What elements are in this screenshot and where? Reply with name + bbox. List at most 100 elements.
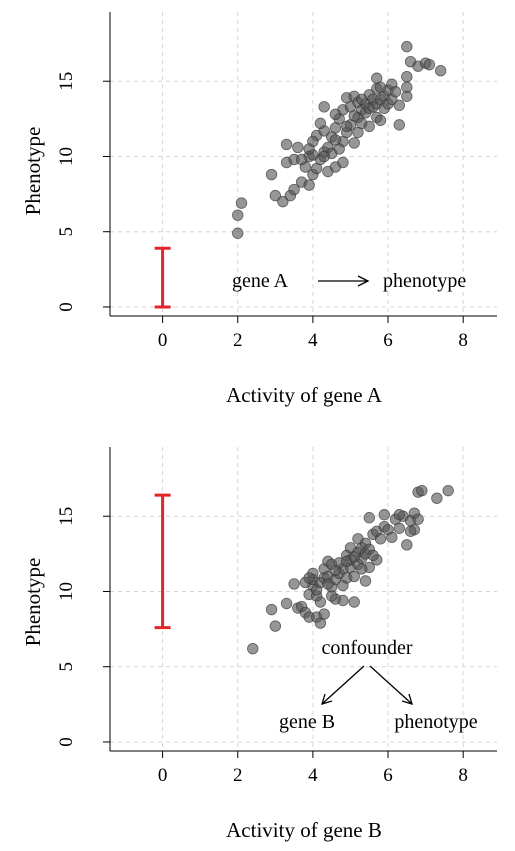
data-point	[393, 99, 406, 112]
data-point	[337, 156, 349, 169]
data-point	[389, 86, 402, 98]
error-bar	[154, 493, 171, 630]
data-point	[356, 563, 368, 575]
y-tick-label: 0	[56, 302, 77, 312]
y-tick-label: 0	[56, 737, 77, 747]
data-point	[393, 119, 406, 131]
axes: 0 2 4 6 8 0 5 10 15	[56, 447, 497, 786]
x-tick-label: 4	[308, 765, 318, 786]
data-point	[401, 71, 413, 83]
x-tick-label: 4	[308, 330, 318, 351]
axes: 0 2 4 6 8 0 5 10 15	[56, 12, 497, 351]
y-axis-label: Phenotype	[21, 558, 45, 647]
data-point	[318, 101, 330, 113]
error-bar	[154, 246, 171, 309]
data-point	[277, 195, 289, 208]
data-point	[303, 572, 315, 584]
data-point	[288, 183, 300, 196]
data-point	[303, 143, 315, 155]
data-point	[393, 509, 406, 521]
data-point	[367, 549, 379, 562]
data-point	[280, 597, 293, 610]
y-tick-label: 15	[56, 72, 77, 91]
data-point	[348, 596, 360, 608]
data-point	[288, 578, 300, 590]
panel-gene-b: 0 2 4 6 8 0 5 10 15 Phenotype Activity of gene B…	[21, 447, 497, 842]
data-point	[348, 570, 360, 583]
data-point	[442, 484, 454, 497]
data-point	[303, 179, 315, 191]
data-point	[423, 58, 436, 71]
data-point	[348, 551, 360, 563]
y-tick-label: 15	[56, 507, 77, 526]
data-point	[374, 81, 387, 93]
x-tick-label: 0	[158, 765, 168, 786]
annotation-cause: gene A	[232, 270, 289, 292]
panel-gene-a: 0 2 4 6 8 0 5 10 15 Phenotype Activity of gene A…	[21, 12, 497, 407]
x-tick-label: 2	[233, 765, 243, 786]
data-point	[412, 513, 424, 525]
data-point	[401, 81, 413, 93]
data-point	[232, 227, 244, 239]
data-point	[374, 114, 387, 127]
data-point	[348, 110, 360, 122]
annotation-phenotype: phenotype	[394, 711, 477, 733]
data-point	[295, 153, 308, 166]
data-point	[416, 484, 428, 497]
data-point	[314, 596, 327, 608]
data-point	[348, 137, 360, 149]
data-point	[232, 209, 244, 221]
data-point	[401, 40, 413, 53]
data-point	[269, 620, 282, 632]
data-point	[235, 197, 248, 209]
data-point	[247, 642, 259, 655]
x-tick-label: 2	[233, 330, 243, 351]
data-point	[318, 150, 330, 163]
annotation-arrow	[318, 275, 370, 287]
data-point	[269, 189, 282, 202]
data-point	[401, 539, 413, 551]
data-point	[359, 575, 372, 587]
data-point	[337, 594, 349, 607]
data-point	[329, 564, 342, 577]
scatter-points	[247, 484, 454, 655]
data-point	[393, 522, 406, 534]
data-point	[325, 590, 338, 602]
y-tick-label: 5	[56, 227, 77, 237]
data-point	[378, 509, 390, 521]
y-tick-label: 5	[56, 662, 77, 672]
x-tick-label: 8	[458, 330, 468, 351]
data-point	[363, 120, 375, 133]
x-tick-label: 8	[458, 765, 468, 786]
x-tick-label: 0	[158, 330, 168, 351]
annotation-gene-b: gene B	[279, 711, 335, 733]
data-point	[434, 64, 447, 77]
data-point	[352, 533, 364, 545]
data-point	[318, 608, 330, 620]
annotation-effect: phenotype	[383, 270, 466, 292]
data-point	[404, 525, 417, 537]
data-point	[314, 117, 327, 130]
data-point	[341, 120, 353, 133]
y-tick-label: 10	[56, 582, 77, 601]
grid	[110, 447, 497, 751]
data-point	[265, 603, 278, 616]
data-point	[322, 578, 334, 590]
y-tick-label: 10	[56, 147, 77, 166]
data-point	[329, 134, 342, 146]
data-point	[329, 108, 342, 121]
x-tick-label: 6	[383, 330, 393, 351]
data-point	[374, 533, 387, 545]
x-axis-label: Activity of gene B	[226, 818, 382, 842]
annotation-arrows	[321, 665, 413, 705]
data-point	[363, 512, 375, 524]
x-axis-label: Activity of gene A	[226, 383, 383, 407]
data-point	[431, 492, 443, 504]
x-tick-label: 6	[383, 765, 393, 786]
grid	[110, 12, 497, 316]
scatter-points	[232, 40, 447, 239]
data-point	[280, 138, 293, 151]
data-point	[265, 168, 278, 181]
annotation-confounder: confounder	[321, 637, 412, 659]
y-axis-label: Phenotype	[21, 127, 45, 216]
